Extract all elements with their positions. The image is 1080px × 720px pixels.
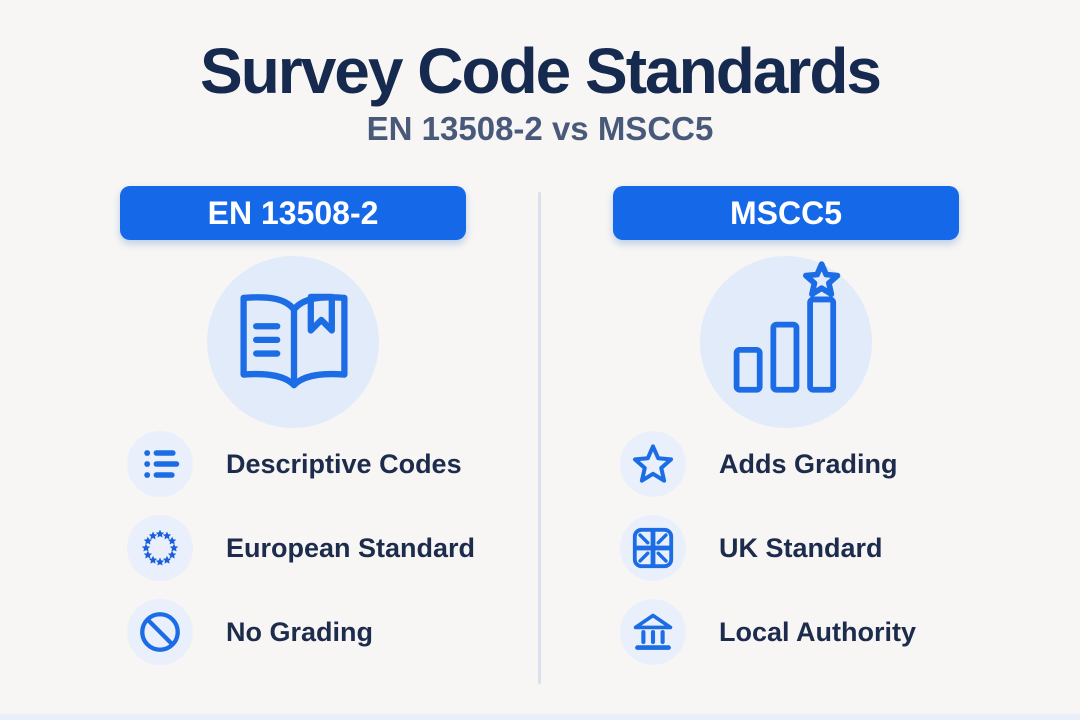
open-book-icon [240,293,348,389]
feature-item: Adds Grading [620,431,959,497]
bank-icon [633,613,673,650]
feature-label: European Standard [226,532,476,563]
feature-label: UK Standard [719,532,883,563]
feature-item: UK Standard [620,515,959,581]
feature-label: Adds Grading [719,448,898,479]
feature-item: No Grading [127,599,466,665]
feature-item: Descriptive Codes [127,431,466,497]
no-entry-icon [140,612,180,652]
eu-stars-icon [141,529,179,566]
column-header-pill: MSCC5 [613,186,959,240]
bottom-accent-strip [0,714,1080,720]
hero-icon-circle [700,256,872,428]
column-mscc5: MSCC5 Adds Grading [613,186,959,683]
bar-chart-star-icon [733,261,841,393]
feature-list: Adds Grading UK Standard [613,431,959,665]
bullet-list-icon [144,450,180,478]
hero-icon-circle [207,256,379,428]
feature-item: Local Authority [620,599,959,665]
infographic-subtitle: EN 13508-2 vs MSCC5 [366,110,714,147]
infographic-title: Survey Code Standards [200,35,882,107]
union-jack-icon [632,527,674,569]
column-divider [538,192,541,684]
feature-label: Descriptive Codes [226,448,462,479]
feature-label: Local Authority [719,616,917,647]
feature-list: Descriptive Codes [120,431,475,665]
column-header-pill: EN 13508-2 [120,186,466,240]
feature-item: European Standard [127,515,475,581]
column-en13508: EN 13508-2 [120,186,475,683]
star-icon [632,444,674,483]
feature-label: No Grading [226,616,373,647]
